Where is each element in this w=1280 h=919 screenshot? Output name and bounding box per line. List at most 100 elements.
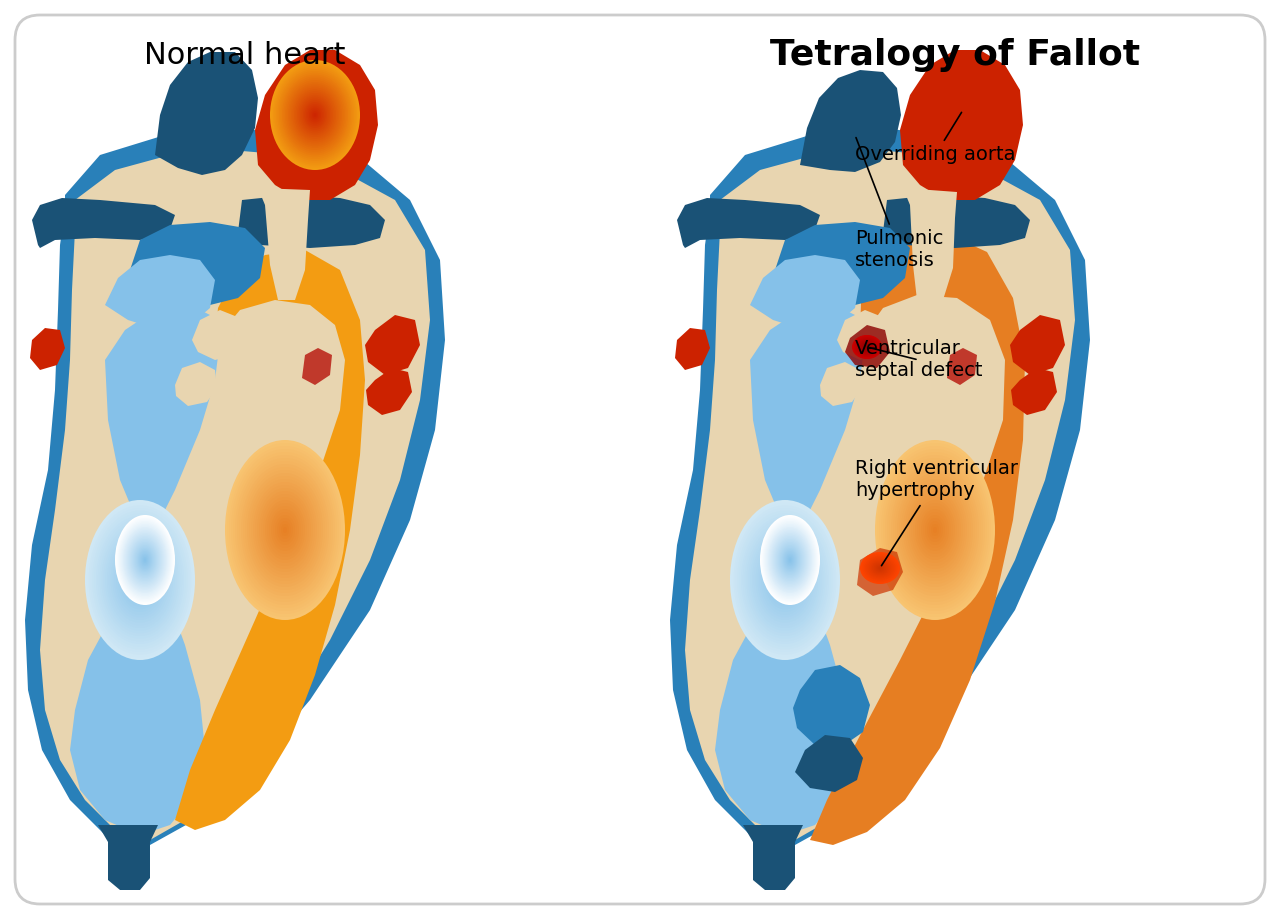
Ellipse shape xyxy=(123,527,166,593)
Ellipse shape xyxy=(143,559,146,562)
Ellipse shape xyxy=(298,95,332,135)
Ellipse shape xyxy=(925,515,945,545)
Ellipse shape xyxy=(872,562,888,575)
Ellipse shape xyxy=(864,345,869,349)
Ellipse shape xyxy=(261,494,308,566)
Ellipse shape xyxy=(283,76,347,153)
Polygon shape xyxy=(677,198,820,248)
Ellipse shape xyxy=(138,550,152,571)
Ellipse shape xyxy=(282,74,348,155)
Polygon shape xyxy=(366,368,412,415)
Ellipse shape xyxy=(143,557,147,563)
Ellipse shape xyxy=(134,545,155,575)
Ellipse shape xyxy=(759,542,810,618)
Ellipse shape xyxy=(852,335,882,359)
Text: Tetralogy of Fallot: Tetralogy of Fallot xyxy=(771,38,1140,72)
Ellipse shape xyxy=(868,558,892,578)
Polygon shape xyxy=(742,825,803,890)
Ellipse shape xyxy=(769,528,812,592)
Ellipse shape xyxy=(863,344,872,351)
Ellipse shape xyxy=(762,545,809,615)
Polygon shape xyxy=(175,362,218,406)
FancyBboxPatch shape xyxy=(15,15,1265,904)
Text: Normal heart: Normal heart xyxy=(145,40,346,70)
Ellipse shape xyxy=(97,518,182,641)
Ellipse shape xyxy=(123,556,156,604)
Ellipse shape xyxy=(861,553,899,583)
Ellipse shape xyxy=(733,505,836,654)
Ellipse shape xyxy=(771,531,809,588)
Ellipse shape xyxy=(312,111,317,119)
Ellipse shape xyxy=(852,335,881,358)
Ellipse shape xyxy=(265,500,305,560)
Ellipse shape xyxy=(137,548,154,572)
Ellipse shape xyxy=(876,440,995,620)
Ellipse shape xyxy=(279,521,291,539)
Ellipse shape xyxy=(780,543,801,576)
Ellipse shape xyxy=(233,452,337,608)
Ellipse shape xyxy=(241,464,329,596)
Ellipse shape xyxy=(762,518,818,602)
Ellipse shape xyxy=(864,555,896,581)
Ellipse shape xyxy=(778,570,792,591)
Ellipse shape xyxy=(737,511,833,650)
Polygon shape xyxy=(750,255,860,330)
Ellipse shape xyxy=(865,556,895,580)
Polygon shape xyxy=(259,188,310,300)
Ellipse shape xyxy=(933,527,937,533)
Ellipse shape xyxy=(767,553,804,607)
Ellipse shape xyxy=(768,556,801,604)
Ellipse shape xyxy=(732,503,838,657)
Ellipse shape xyxy=(783,551,796,569)
Ellipse shape xyxy=(87,503,193,657)
Ellipse shape xyxy=(91,508,189,652)
Ellipse shape xyxy=(307,106,323,124)
Ellipse shape xyxy=(255,485,315,575)
Ellipse shape xyxy=(269,506,301,554)
Ellipse shape xyxy=(927,518,943,542)
Ellipse shape xyxy=(773,535,806,585)
Ellipse shape xyxy=(899,476,972,584)
Ellipse shape xyxy=(787,555,794,564)
Text: Ventricular
septal defect: Ventricular septal defect xyxy=(855,339,983,380)
Ellipse shape xyxy=(863,344,870,350)
Ellipse shape xyxy=(887,458,983,602)
Ellipse shape xyxy=(765,524,814,596)
Ellipse shape xyxy=(859,341,874,353)
Ellipse shape xyxy=(902,482,966,578)
Ellipse shape xyxy=(131,538,160,583)
Ellipse shape xyxy=(274,65,356,165)
Text: Overriding aorta: Overriding aorta xyxy=(855,112,1015,165)
Ellipse shape xyxy=(891,464,979,596)
Ellipse shape xyxy=(250,476,321,584)
Ellipse shape xyxy=(276,518,293,542)
Ellipse shape xyxy=(122,553,159,607)
Polygon shape xyxy=(70,305,220,835)
Ellipse shape xyxy=(239,461,332,599)
Ellipse shape xyxy=(289,84,340,146)
Polygon shape xyxy=(255,50,378,200)
Ellipse shape xyxy=(858,339,877,355)
Ellipse shape xyxy=(283,527,287,533)
Ellipse shape xyxy=(865,556,895,580)
Ellipse shape xyxy=(305,102,325,128)
Ellipse shape xyxy=(116,545,164,615)
Ellipse shape xyxy=(101,524,178,636)
Ellipse shape xyxy=(859,340,876,354)
Ellipse shape xyxy=(884,455,986,605)
Polygon shape xyxy=(858,548,902,596)
Ellipse shape xyxy=(785,552,795,568)
Ellipse shape xyxy=(314,113,316,117)
Ellipse shape xyxy=(134,543,156,576)
Ellipse shape xyxy=(227,443,343,617)
Polygon shape xyxy=(131,222,265,305)
Ellipse shape xyxy=(303,100,326,130)
Ellipse shape xyxy=(736,508,835,652)
Polygon shape xyxy=(675,328,710,370)
Ellipse shape xyxy=(114,542,165,618)
Polygon shape xyxy=(192,310,244,360)
Ellipse shape xyxy=(127,562,152,598)
Polygon shape xyxy=(902,188,957,300)
Ellipse shape xyxy=(878,567,882,569)
Polygon shape xyxy=(26,128,445,845)
